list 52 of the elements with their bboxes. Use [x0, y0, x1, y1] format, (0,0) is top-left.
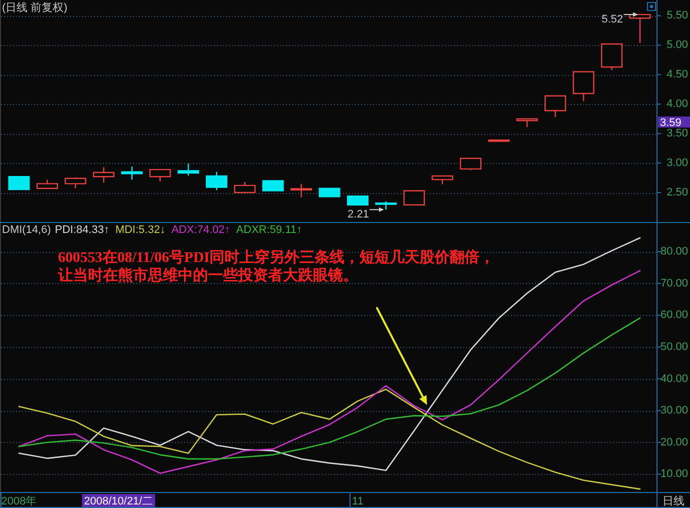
text: 2008/10/21/二 — [84, 496, 154, 508]
text: 3.59 — [660, 117, 682, 129]
candlestick — [544, 95, 566, 118]
candlestick — [262, 180, 284, 192]
candlestick — [403, 190, 425, 206]
x-tick-label: 11 — [352, 496, 364, 508]
candlestick — [488, 139, 510, 142]
candlestick — [8, 176, 30, 190]
candlestick — [92, 166, 114, 184]
candlestick — [318, 188, 340, 198]
y-tick-label: 80.00 — [660, 246, 688, 258]
candlestick — [36, 178, 58, 190]
candlestick — [121, 166, 143, 180]
y-tick-label: 30.00 — [660, 404, 688, 417]
line-series — [18, 317, 641, 460]
x-tick-label: 2008年 — [1, 496, 37, 508]
annotation: 2.21 — [348, 208, 369, 221]
annotation: 5.52 — [602, 14, 623, 26]
text: ADX:74.02↑ — [171, 224, 230, 236]
candlestick — [206, 171, 228, 191]
y-tick-label: 4.00 — [666, 98, 688, 110]
y-tick-label: 70.00 — [660, 277, 688, 290]
candlestick — [290, 183, 312, 198]
y-tick-label: 3.50 — [666, 128, 688, 140]
candlestick — [234, 181, 256, 194]
y-tick-label: 50.00 — [660, 341, 688, 354]
candlestick — [572, 71, 594, 102]
chart-title: (日线 前复权) — [2, 1, 68, 14]
y-tick-label: 60.00 — [660, 309, 688, 322]
line-series — [18, 388, 641, 490]
text: 日线 — [662, 494, 684, 508]
y-tick-label: 10.00 — [660, 468, 688, 480]
y-tick-label: 5.50 — [666, 10, 688, 22]
chart-title: DMI(14,6) — [2, 224, 51, 236]
candlestick — [460, 158, 482, 171]
y-tick-label: 20.00 — [660, 436, 688, 448]
text: ADXR:59.11↑ — [236, 224, 302, 236]
candlestick — [601, 43, 623, 71]
candlestick — [178, 163, 200, 176]
y-tick-label: 4.50 — [666, 68, 688, 81]
text: PDI:84.33↑ — [54, 224, 110, 236]
y-tick-label: 3.00 — [666, 157, 688, 170]
candlestick — [346, 195, 368, 206]
annotation: 600553在08/11/06号PDI同时上穿另外三条线，短短几天股价翻倍，让当时在熊市思维中的一些投资者大跌眼镜。 — [57, 248, 495, 284]
text: MDI:5.32↓ — [115, 224, 166, 236]
candlestick — [432, 175, 454, 185]
candlestick — [64, 176, 86, 190]
y-tick-label: 5.00 — [666, 39, 688, 52]
y-tick-label: 40.00 — [660, 372, 688, 385]
candlestick — [149, 168, 171, 182]
candlestick — [516, 118, 538, 128]
y-tick-label: 2.50 — [666, 186, 688, 199]
